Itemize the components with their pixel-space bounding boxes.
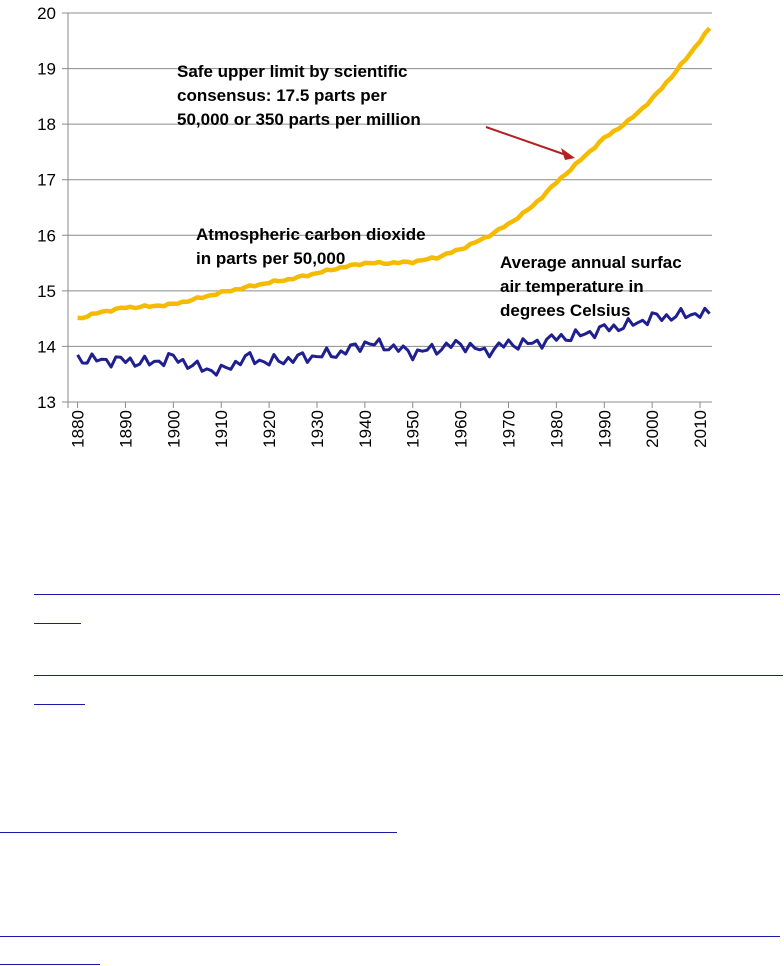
safe-limit-note-line: Safe upper limit by scientific (177, 62, 408, 81)
hyperlink-underline[interactable] (34, 594, 780, 595)
x-tick-label: 1930 (308, 410, 327, 448)
y-tick-label: 13 (37, 393, 56, 412)
safe-limit-note-line: 50,000 or 350 parts per million (177, 110, 421, 129)
x-tick-label: 1890 (116, 410, 135, 448)
x-tick-label: 1990 (595, 410, 614, 448)
series-line-1 (76, 306, 711, 377)
x-tick-label: 1920 (260, 410, 279, 448)
x-tick-label: 1960 (452, 410, 471, 448)
series-lines (76, 26, 712, 377)
y-tick-label: 19 (37, 60, 56, 79)
arrow-shaft (485, 126, 570, 157)
hyperlink-underline[interactable] (0, 936, 780, 937)
hyperlink-underline[interactable] (34, 704, 85, 705)
x-tick-label: 1910 (212, 410, 231, 448)
arrow-head (561, 148, 575, 160)
co2-label-line: in parts per 50,000 (196, 249, 345, 268)
y-tick-label: 16 (37, 226, 56, 245)
y-tick-labels: 13 14 15 16 17 18 19 20 (37, 4, 56, 412)
safe-limit-note-line: consensus: 17.5 parts per (177, 86, 387, 105)
temp-label-line: air temperature in (500, 277, 644, 296)
hyperlink-underline[interactable] (34, 675, 783, 676)
temp-label-line: degrees Celsius (500, 301, 630, 320)
series-line-0 (77, 26, 712, 321)
x-tick-label: 1950 (404, 410, 423, 448)
temp-label-line: Average annual surfac (500, 253, 682, 272)
hyperlink-underline[interactable] (34, 623, 81, 624)
y-tick-label: 17 (37, 171, 56, 190)
y-tick-label: 14 (37, 337, 56, 356)
x-tick-label: 2000 (643, 410, 662, 448)
x-tick-label: 2010 (691, 410, 710, 448)
gridlines (62, 12, 712, 403)
x-tick-label: 1980 (547, 410, 566, 448)
annotation-arrow (485, 126, 575, 160)
x-tick-label: 1880 (69, 410, 88, 448)
x-tick-label: 1940 (356, 410, 375, 448)
y-tick-label: 20 (37, 4, 56, 23)
co2-label-line: Atmospheric carbon dioxide (196, 225, 426, 244)
x-tick-label: 1970 (500, 410, 519, 448)
hyperlink-underline[interactable] (0, 964, 100, 965)
y-tick-label: 15 (37, 282, 56, 301)
x-tick-labels: 1880 1890 1900 1910 1920 1930 1940 1950 1960 1970… (69, 402, 710, 448)
hyperlink-underline[interactable] (0, 832, 397, 833)
x-tick-label: 1900 (164, 410, 183, 448)
y-tick-label: 18 (37, 115, 56, 134)
annotations: Safe upper limit by scientific consensus:… (177, 62, 682, 320)
